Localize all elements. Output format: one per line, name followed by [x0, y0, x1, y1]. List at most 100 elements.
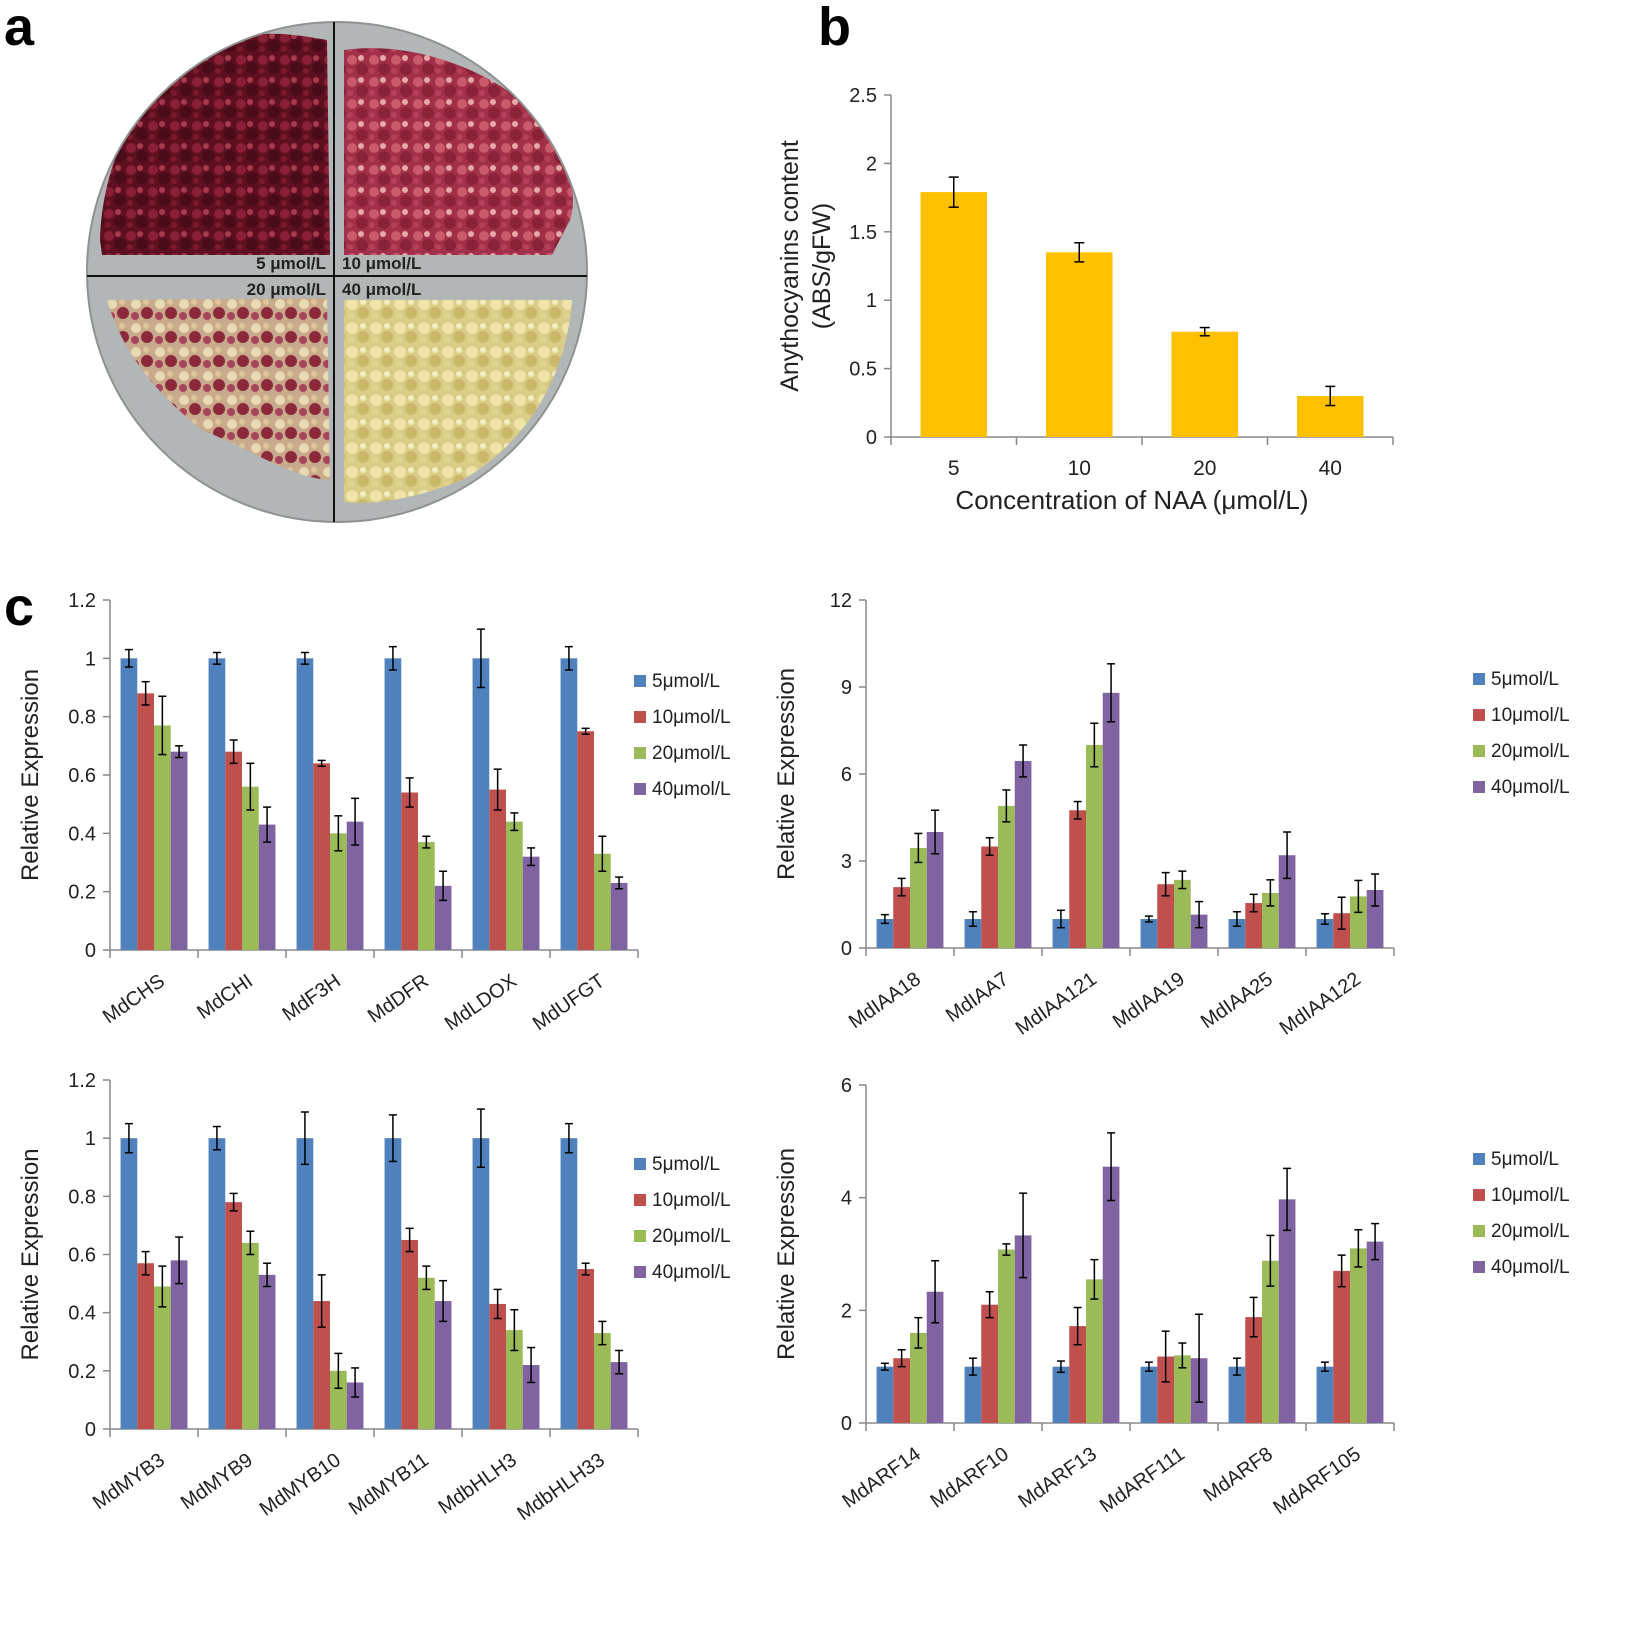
- x-tick-label: MdARF105: [1269, 1443, 1364, 1519]
- bar-MdDFR-2: [418, 842, 435, 950]
- error-bar-MdIAA7-3: [1019, 744, 1028, 778]
- legend-swatch-2: [634, 747, 646, 759]
- bar-MdARF111-2: [1174, 1355, 1191, 1423]
- chart-anthocyanin: 0 0.5 1 1.5 2 2.5 5 10 20 40 Concentration of NAA …: [776, 85, 1394, 515]
- error-bar-MdMYB3-2: [158, 1265, 167, 1308]
- error-bar-MdMYB10-1: [317, 1274, 326, 1328]
- bar-MdbHLH33-0: [560, 1138, 578, 1429]
- bar-MdMYB10-2: [330, 1370, 347, 1429]
- bar-MdIAA122-3: [1366, 890, 1384, 948]
- error-bar-MdIAA121-2: [1090, 722, 1099, 768]
- bar-MdIAA122-1: [1333, 913, 1350, 948]
- error-bar-MdIAA25-0: [1232, 911, 1241, 927]
- error-bar-MdMYB3-3: [175, 1236, 184, 1285]
- error-bar-MdCHS-0: [124, 648, 133, 668]
- bar-MdARF8-3: [1278, 1199, 1296, 1423]
- y-tick-label: 0.8: [68, 707, 96, 729]
- error-bar-MdARF10-3: [1019, 1192, 1028, 1279]
- bar-MdbHLH33-1: [577, 1269, 594, 1429]
- bar-MdCHS-0: [120, 658, 138, 950]
- error-bar-MdDFR-1: [405, 777, 414, 808]
- bar-MdbHLH3-1: [489, 1303, 506, 1429]
- y-tick-label: 0: [866, 427, 877, 449]
- x-tick-label: MdDFR: [364, 970, 433, 1028]
- error-bar-MdbHLH3-0: [476, 1108, 485, 1168]
- error-bar-MdARF8-2: [1266, 1234, 1275, 1287]
- y-tick-label: 4: [841, 1188, 852, 1210]
- error-bar-MdbHLH3-3: [527, 1346, 536, 1384]
- x-tick-label: MdIAA7: [942, 968, 1013, 1027]
- x-tick-label: 40: [1319, 457, 1342, 480]
- error-bar-MdbHLH33-3: [615, 1349, 624, 1375]
- error-bar-MdIAA7-0: [968, 911, 977, 927]
- legend-swatch-1: [1473, 1189, 1485, 1201]
- error-bar-MdCHS-3: [175, 745, 184, 759]
- bar-MdIAA7-1: [981, 846, 998, 948]
- bar-MdbHLH3-0: [472, 1138, 490, 1429]
- legend-label-2: 20μmol/L: [652, 743, 731, 764]
- bar-MdIAA7-2: [998, 805, 1015, 948]
- error-bar-MdIAA18-0: [880, 913, 889, 925]
- bar-MdARF10-0: [964, 1366, 982, 1423]
- bar-MdIAA25-1: [1245, 903, 1262, 948]
- error-bar-MdARF111-2: [1178, 1342, 1187, 1369]
- error-bar-MdARF105-1: [1337, 1254, 1346, 1288]
- error-bar-MdMYB9-2: [246, 1230, 255, 1256]
- y-tick-label: 2: [866, 153, 877, 175]
- bar-MdF3H-2: [330, 833, 347, 950]
- error-bar-MdbHLH3-1: [493, 1288, 502, 1320]
- legend-label-0: 5μmol/L: [652, 1154, 720, 1175]
- callus-photo: 5 μmol/L 10 μmol/L 20 μmol/L 40 μmol/L: [86, 21, 588, 523]
- bar-MdIAA18-3: [926, 832, 944, 948]
- error-bar-MdARF111-3: [1195, 1313, 1204, 1403]
- y-tick-label: 0.4: [68, 1303, 96, 1325]
- bar-MdLDOX-0: [472, 658, 490, 950]
- bar-MdIAA121-0: [1052, 919, 1070, 948]
- error-bar-MdIAA19-1: [1161, 871, 1170, 897]
- y-tick-label: 9: [841, 677, 852, 699]
- photo-label-5: 5 μmol/L: [256, 254, 326, 273]
- error-bar-MdARF105-3: [1371, 1222, 1380, 1261]
- y-tick-label: 0.2: [68, 882, 96, 904]
- y-tick-label: 0.4: [68, 823, 96, 845]
- legend-label-2: 20μmol/L: [1491, 741, 1570, 762]
- error-bar-MdF3H-1: [317, 759, 326, 767]
- y-tick-label: 6: [841, 764, 852, 786]
- bar-MdIAA122-2: [1350, 896, 1367, 948]
- bar-MdMYB3-3: [170, 1260, 188, 1429]
- error-bar-MdMYB9-0: [212, 1125, 221, 1151]
- bar-MdARF13-1: [1069, 1326, 1086, 1423]
- error-bar-MdIAA19-3: [1195, 900, 1204, 929]
- legend-label-0: 5μmol/L: [1491, 1149, 1559, 1170]
- error-bar-5: [948, 176, 959, 208]
- y-axis-title: Relative Expression: [773, 668, 800, 880]
- x-tick-label: MdARF14: [838, 1443, 924, 1513]
- photo-label-40: 40 μmol/L: [342, 280, 421, 299]
- bar-MdIAA19-3: [1190, 914, 1208, 948]
- bar-MdARF14-2: [910, 1332, 927, 1423]
- legend-swatch-0: [1473, 673, 1485, 685]
- error-bar-MdARF8-3: [1283, 1167, 1292, 1232]
- y-tick-label: 0.5: [849, 359, 877, 381]
- x-tick-label: MdF3H: [279, 970, 345, 1026]
- bar-MdIAA122-0: [1316, 919, 1334, 948]
- error-bar-MdIAA19-0: [1144, 915, 1153, 923]
- photo-label-20: 20 μmol/L: [247, 280, 326, 299]
- x-tick-label: MdbHLH33: [513, 1449, 608, 1525]
- panel-letter-a: a: [4, 0, 35, 57]
- x-tick-label: 10: [1068, 457, 1091, 480]
- error-bar-MdLDOX-0: [476, 628, 485, 689]
- bar-5: [920, 192, 988, 437]
- error-bar-MdARF14-1: [897, 1349, 906, 1368]
- error-bar-MdUFGT-1: [581, 727, 590, 735]
- bar-MdARF13-3: [1102, 1166, 1120, 1423]
- bar-MdMYB10-3: [346, 1382, 364, 1429]
- x-tick-label: MdbHLH3: [434, 1449, 520, 1519]
- error-bar-MdbHLH3-2: [510, 1309, 519, 1352]
- bar-MdIAA121-3: [1102, 692, 1120, 948]
- x-tick-label: MdARF10: [926, 1443, 1012, 1513]
- bar-MdIAA18-2: [910, 847, 927, 948]
- x-axis-title: Concentration of NAA (μmol/L): [955, 485, 1308, 515]
